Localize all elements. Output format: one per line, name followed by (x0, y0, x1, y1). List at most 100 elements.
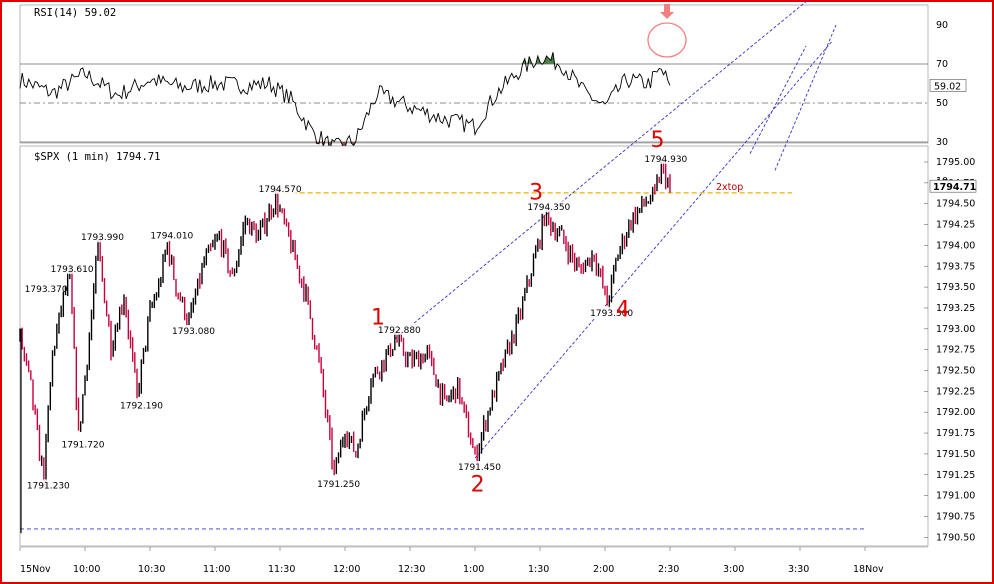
price-y-tick: 1795.00 (936, 157, 975, 168)
price-label-bg (171, 325, 209, 337)
price-label-bg (149, 229, 188, 241)
rsi-overbought-fill (548, 58, 551, 64)
time-axis: 15Nov 10:00 10:30 11:00 11:30 12:00 12:30 1:00 1… (19, 546, 928, 575)
double-top-annotation: 2xtop (716, 182, 743, 193)
price-label-bg (23, 282, 62, 294)
time-tick: 11:30 (268, 564, 295, 575)
price-label-bg (80, 231, 118, 243)
time-tick: 11:00 (203, 564, 230, 575)
price-label-bg (457, 461, 495, 473)
wave-label-2: 2 (471, 472, 485, 497)
time-tick: 2:30 (658, 564, 679, 575)
rsi-header: RSI(14) 59.02 (34, 7, 116, 19)
price-value-label: 1794.71 (933, 182, 976, 193)
price-label: 1792.190 (119, 399, 163, 411)
rsi-y-tick: 30 (936, 137, 948, 148)
arrow-down-icon (660, 4, 674, 19)
upper-trendline (394, 0, 809, 340)
price-label: 1792.880 (376, 323, 421, 336)
price-panel-border (19, 145, 929, 547)
rsi-value-label: 59.02 (934, 81, 961, 92)
price-current-tag: 1794.71 (929, 179, 977, 193)
time-tick: 12:30 (398, 564, 425, 575)
price-y-tick: 1791.00 (936, 491, 975, 502)
price-label-text: 1791.250 (317, 480, 360, 490)
price-label: 1793.300 (589, 306, 633, 319)
lower-trendline (474, 40, 833, 459)
price-label-bg (49, 262, 88, 274)
price-y-tick: 1792.00 (936, 407, 975, 418)
wave-label-3: 3 (529, 181, 543, 206)
rsi-y-tick: 70 (936, 59, 948, 70)
rsi-overbought-fill (520, 63, 523, 64)
time-tick: 10:00 (73, 564, 100, 575)
rsi-current-tag: 59.02 (929, 79, 967, 92)
price-label: 1791.230 (25, 479, 70, 491)
price-label-text: 1793.610 (51, 265, 94, 275)
price-label: 1793.610 (49, 262, 94, 275)
price-y-tick: 1791.75 (936, 428, 975, 439)
price-y-tick: 1792.25 (936, 386, 975, 397)
price-label-bg (257, 182, 296, 194)
price-label-text: 1792.190 (120, 401, 163, 411)
price-label: 1793.370 (23, 282, 68, 295)
wedge-trendlines (394, 0, 837, 459)
price-label: 1794.010 (149, 229, 194, 242)
upper-trendline-extension (749, 45, 807, 154)
price-y-tick: 1793.50 (936, 282, 975, 293)
price-label-bg (25, 479, 64, 491)
price-label-text: 1794.350 (527, 203, 570, 213)
time-tick: 12:00 (333, 564, 360, 575)
price-label: 1791.450 (457, 461, 501, 473)
price-label-bg (643, 152, 682, 164)
price-label-text: 1791.720 (62, 441, 105, 451)
circle-marker (647, 22, 687, 58)
price-y-tick: 1792.50 (936, 366, 975, 377)
price-label-text: 1794.010 (150, 232, 193, 242)
price-y-axis: 1795.001794.751794.501794.251794.001793.… (924, 157, 975, 543)
price-y-tick: 1793.25 (936, 303, 975, 314)
price-y-tick: 1793.00 (936, 324, 975, 335)
rsi-y-tick: 50 (936, 98, 948, 109)
time-tick: 3:00 (723, 564, 744, 575)
price-label: 1791.720 (60, 438, 105, 451)
price-value-box (929, 179, 977, 193)
price-header: $SPX (1 min) 1794.71 (34, 151, 160, 163)
price-label-bg (526, 201, 565, 213)
price-label-text: 1792.880 (378, 326, 421, 336)
wave-labels: 1 2 3 4 5 (371, 128, 665, 497)
price-label: 1791.250 (316, 477, 360, 490)
time-tick: 1:00 (463, 564, 484, 575)
price-label-bg (316, 477, 355, 489)
price-y-tick: 1791.50 (936, 449, 975, 460)
price-label: 1794.350 (526, 201, 571, 213)
price-label-bg (376, 323, 415, 335)
price-label-text: 1793.300 (590, 309, 633, 319)
rsi-panel-border (19, 4, 929, 144)
price-label: 1794.930 (643, 152, 688, 165)
price-label-text: 1793.080 (172, 327, 215, 337)
price-label-text: 1791.450 (458, 463, 501, 473)
rsi-overbought-fill (553, 52, 556, 64)
price-y-tick: 1790.75 (936, 511, 975, 522)
price-label-bg (119, 399, 157, 411)
price-label-text: 1793.990 (81, 233, 124, 243)
time-tick: 1:30 (528, 564, 549, 575)
time-tick: 18Nov (853, 564, 884, 575)
price-y-tick: 1793.75 (936, 261, 975, 272)
rsi-y-tick: 90 (936, 20, 948, 31)
price-label: 1793.990 (80, 231, 124, 243)
price-label-text: 1794.570 (259, 185, 302, 195)
price-label-text: 1794.930 (644, 155, 687, 165)
price-label: 1793.080 (171, 325, 215, 337)
price-y-tick: 1794.50 (936, 199, 975, 210)
time-tick: 3:30 (788, 564, 809, 575)
price-label-bg (589, 306, 628, 318)
price-y-tick: 1791.25 (936, 470, 975, 481)
price-labels: 1793.370 1793.610 1793.990 1791.230 1791.720… (23, 152, 688, 491)
price-label: 1794.570 (257, 182, 302, 195)
rsi-value-box (929, 79, 967, 92)
lower-trendline-extension (774, 24, 837, 171)
